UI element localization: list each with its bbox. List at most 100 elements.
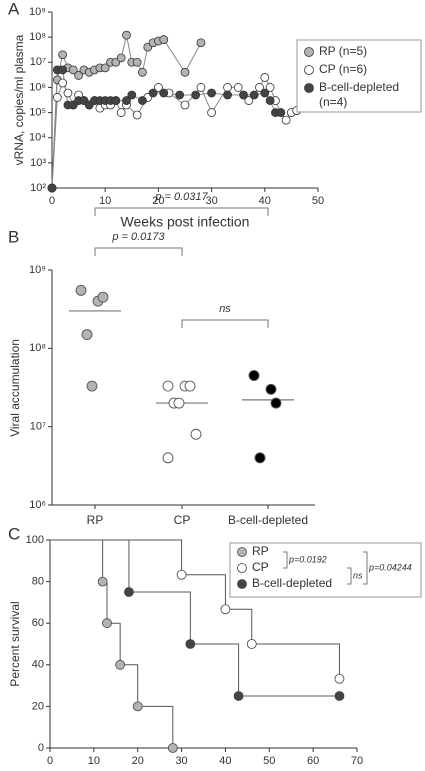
significance-label: ns <box>353 570 363 580</box>
data-point <box>334 691 345 701</box>
x-tick-label: 50 <box>312 195 324 207</box>
y-tick-label: 10⁴ <box>29 132 46 144</box>
legend-label-line: B-cell-depleted <box>319 80 399 94</box>
data-point <box>132 57 142 67</box>
data-point <box>162 452 174 464</box>
y-tick-label: 40 <box>32 659 44 671</box>
data-point <box>223 90 232 100</box>
y-tick-label: 10⁷ <box>30 56 46 68</box>
legend-marker <box>237 579 247 589</box>
data-point <box>334 673 345 684</box>
x-tick-label: 30 <box>205 195 217 207</box>
legend-label-line: (n=4) <box>319 95 347 109</box>
y-tick-label: 10⁶ <box>29 499 46 511</box>
panel-letter: A <box>8 0 20 18</box>
survival-step <box>102 581 108 624</box>
data-point <box>127 90 137 100</box>
data-point <box>176 569 187 580</box>
data-point <box>159 35 169 44</box>
data-point <box>138 96 147 105</box>
significance-bracket <box>94 207 269 216</box>
data-point <box>86 380 98 392</box>
data-point <box>97 291 109 303</box>
survival-step <box>251 643 340 679</box>
significance-bracket <box>181 319 269 328</box>
survival-step <box>137 705 174 748</box>
legend-label: CP (n=6) <box>319 62 367 76</box>
data-point <box>148 88 158 98</box>
x-tick-label: 70 <box>351 755 363 766</box>
legend-box <box>296 39 422 113</box>
y-tick-label: 20 <box>32 700 44 712</box>
data-point <box>68 65 78 75</box>
data-point <box>167 743 178 753</box>
data-point <box>249 90 259 100</box>
y-tick-label: 100 <box>26 534 44 546</box>
data-point <box>254 452 266 464</box>
data-point <box>162 380 174 392</box>
data-point <box>124 587 134 597</box>
x-tick-label: 30 <box>175 755 187 766</box>
legend-label: B-cell-depleted <box>252 576 332 590</box>
legend-label: RP (n=5) <box>319 44 367 58</box>
y-axis-label: Viral accumulation <box>8 339 22 437</box>
data-point <box>180 100 190 110</box>
x-tick-label: 20 <box>152 195 164 207</box>
panel-letter: B <box>8 227 19 246</box>
data-point <box>248 370 260 381</box>
legend-box <box>229 542 422 598</box>
y-tick-label: 60 <box>32 617 44 629</box>
data-point <box>115 659 126 670</box>
y-tick-label: 10⁵ <box>29 106 46 118</box>
x-tick-label: 10 <box>88 755 100 766</box>
legend-marker <box>304 47 314 57</box>
significance-label: p=0.04244 <box>368 562 412 572</box>
legend-marker <box>237 563 247 573</box>
y-tick-label: 80 <box>32 576 44 588</box>
data-point <box>47 183 57 193</box>
significance-bracket <box>283 551 288 569</box>
survival-step <box>50 539 104 582</box>
data-point <box>111 96 121 105</box>
data-point <box>122 96 131 105</box>
legend-marker <box>304 83 314 93</box>
y-tick-label: 10⁶ <box>29 81 46 93</box>
data-point <box>180 67 190 77</box>
data-point <box>132 110 142 120</box>
significance-bracket <box>363 551 368 585</box>
x-tick-label: 40 <box>219 755 231 766</box>
y-tick-label: 10² <box>30 182 46 194</box>
data-point <box>255 83 264 92</box>
survival-step <box>50 539 183 575</box>
x-tick-label: 40 <box>259 195 271 207</box>
y-tick-label: 10⁷ <box>30 421 46 433</box>
data-point <box>132 701 143 712</box>
data-point <box>52 93 62 102</box>
series-line <box>51 35 202 189</box>
y-tick-label: 10³ <box>30 157 46 169</box>
data-point <box>75 284 87 296</box>
x-tick-label: 50 <box>263 755 275 766</box>
data-point <box>265 96 275 105</box>
x-tick-label: 20 <box>132 755 144 766</box>
data-point <box>233 691 244 701</box>
x-tick-label: 60 <box>307 755 319 766</box>
y-tick-label: 10⁸ <box>29 31 46 43</box>
data-point <box>190 428 202 440</box>
x-tick-label: 10 <box>99 195 111 207</box>
data-point <box>58 65 68 75</box>
data-point <box>100 63 110 73</box>
survival-step <box>181 574 226 610</box>
data-point <box>260 88 270 98</box>
data-point <box>185 639 196 649</box>
data-point <box>116 53 126 63</box>
legend-marker <box>237 547 247 557</box>
x-tick-label: B-cell-depleted <box>228 513 308 527</box>
data-point <box>196 38 206 48</box>
data-point <box>81 329 93 340</box>
survival-step <box>190 643 240 696</box>
data-point <box>196 83 206 92</box>
data-point <box>276 108 286 117</box>
